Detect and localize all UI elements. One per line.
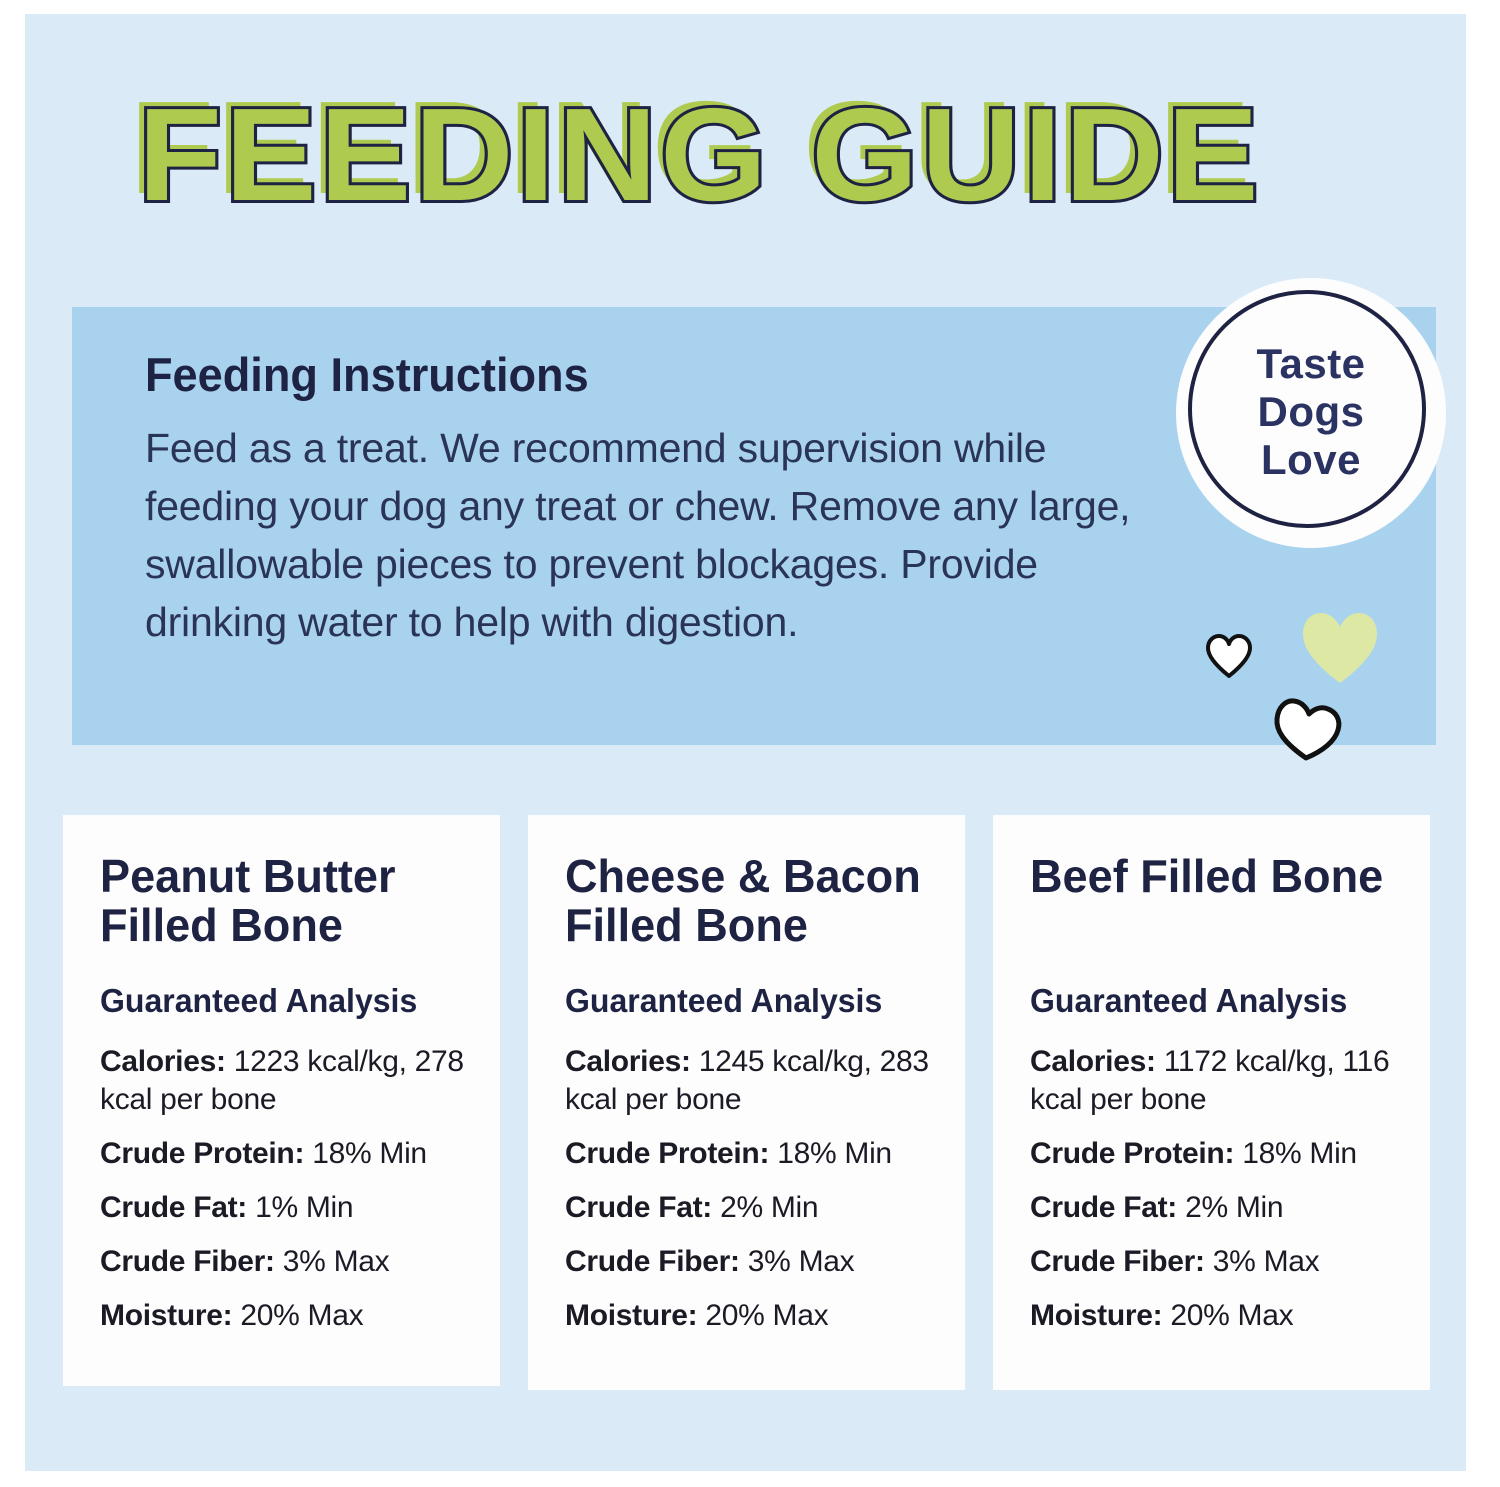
stat-value: 3% Max bbox=[1212, 1245, 1320, 1278]
badge-label: Taste Dogs Love bbox=[1256, 340, 1366, 483]
stat-label: Calories: bbox=[565, 1045, 691, 1078]
page-title-text: FEEDING GUIDE bbox=[135, 81, 1262, 228]
stat-value: 1223 kcal/kg, 278 kcal per bone bbox=[100, 1045, 464, 1116]
product-title: Beef Filled Bone bbox=[1030, 850, 1384, 902]
stat-value: 20% Max bbox=[705, 1299, 829, 1332]
stat-row: Crude Fat: 1% Min bbox=[100, 1189, 488, 1227]
heart-large-white-icon bbox=[1273, 697, 1343, 761]
taste-dogs-love-badge: Taste Dogs Love bbox=[1176, 278, 1446, 548]
stat-label: Crude Fat: bbox=[1030, 1191, 1178, 1224]
stat-value: 18% Min bbox=[777, 1137, 892, 1170]
badge-ring bbox=[1188, 290, 1426, 528]
stat-row: Crude Fiber: 3% Max bbox=[100, 1243, 488, 1281]
product-card: Cheese & Bacon Filled Bone Guaranteed An… bbox=[528, 815, 965, 1390]
stat-row: Crude Protein: 18% Min bbox=[1030, 1135, 1418, 1173]
heart-green-icon bbox=[1300, 610, 1380, 686]
stat-value: 1% Min bbox=[255, 1191, 354, 1224]
stat-row: Moisture: 20% Max bbox=[565, 1297, 953, 1335]
stat-row: Calories: 1223 kcal/kg, 278 kcal per bon… bbox=[100, 1043, 488, 1119]
product-stats: Calories: 1245 kcal/kg, 283 kcal per bon… bbox=[565, 1043, 953, 1335]
stat-label: Calories: bbox=[1030, 1045, 1156, 1078]
product-title: Peanut Butter Filled Bone bbox=[100, 850, 396, 951]
stat-label: Crude Fat: bbox=[565, 1191, 713, 1224]
stat-label: Crude Protein: bbox=[100, 1137, 305, 1170]
stat-value: 3% Max bbox=[282, 1245, 390, 1278]
feeding-instructions-body: Feed as a treat. We recommend supervisio… bbox=[145, 425, 1131, 645]
stat-label: Crude Fiber: bbox=[565, 1245, 740, 1278]
stat-label: Moisture: bbox=[565, 1299, 698, 1332]
stat-value: 1172 kcal/kg, 116 kcal per bone bbox=[1030, 1045, 1390, 1116]
stat-label: Crude Protein: bbox=[565, 1137, 770, 1170]
product-card: Peanut Butter Filled Bone Guaranteed Ana… bbox=[63, 815, 500, 1386]
stat-row: Crude Fiber: 3% Max bbox=[1030, 1243, 1418, 1281]
stat-row: Moisture: 20% Max bbox=[1030, 1297, 1418, 1335]
stat-row: Calories: 1172 kcal/kg, 116 kcal per bon… bbox=[1030, 1043, 1418, 1119]
stat-row: Crude Protein: 18% Min bbox=[565, 1135, 953, 1173]
stat-value: 2% Min bbox=[1185, 1191, 1284, 1224]
stat-label: Crude Fiber: bbox=[1030, 1245, 1205, 1278]
stat-value: 3% Max bbox=[747, 1245, 855, 1278]
page-title-shadow: FEEDING GUIDE bbox=[130, 74, 1254, 221]
stat-row: Calories: 1245 kcal/kg, 283 kcal per bon… bbox=[565, 1043, 953, 1119]
stat-label: Crude Fat: bbox=[100, 1191, 248, 1224]
guaranteed-analysis-heading: Guaranteed Analysis bbox=[565, 982, 883, 1019]
stat-value: 18% Min bbox=[312, 1137, 427, 1170]
stat-label: Crude Protein: bbox=[1030, 1137, 1235, 1170]
stat-row: Crude Protein: 18% Min bbox=[100, 1135, 488, 1173]
stat-label: Moisture: bbox=[100, 1299, 233, 1332]
guaranteed-analysis-heading: Guaranteed Analysis bbox=[1030, 982, 1348, 1019]
stat-label: Moisture: bbox=[1030, 1299, 1163, 1332]
stat-row: Crude Fat: 2% Min bbox=[1030, 1189, 1418, 1227]
stat-value: 1245 kcal/kg, 283 kcal per bone bbox=[565, 1045, 929, 1116]
stat-value: 2% Min bbox=[720, 1191, 819, 1224]
feeding-instructions-panel: Feeding Instructions Feed as a treat. We… bbox=[72, 307, 1436, 745]
product-card: Beef Filled Bone Guaranteed Analysis Cal… bbox=[993, 815, 1430, 1390]
feeding-instructions-heading: Feeding Instructions bbox=[145, 348, 589, 401]
stat-value: 20% Max bbox=[240, 1299, 364, 1332]
product-stats: Calories: 1223 kcal/kg, 278 kcal per bon… bbox=[100, 1043, 488, 1335]
stat-row: Crude Fiber: 3% Max bbox=[565, 1243, 953, 1281]
stat-value: 18% Min bbox=[1242, 1137, 1357, 1170]
product-stats: Calories: 1172 kcal/kg, 116 kcal per bon… bbox=[1030, 1043, 1418, 1335]
guaranteed-analysis-heading: Guaranteed Analysis bbox=[100, 982, 418, 1019]
product-title: Cheese & Bacon Filled Bone bbox=[565, 850, 921, 951]
stat-value: 20% Max bbox=[1170, 1299, 1294, 1332]
stat-row: Crude Fat: 2% Min bbox=[565, 1189, 953, 1227]
stat-row: Moisture: 20% Max bbox=[100, 1297, 488, 1335]
heart-small-white-icon bbox=[1206, 634, 1252, 678]
page-title: FEEDING GUIDE FEEDING GUIDE bbox=[130, 78, 1410, 228]
stat-label: Calories: bbox=[100, 1045, 226, 1078]
stat-label: Crude Fiber: bbox=[100, 1245, 275, 1278]
